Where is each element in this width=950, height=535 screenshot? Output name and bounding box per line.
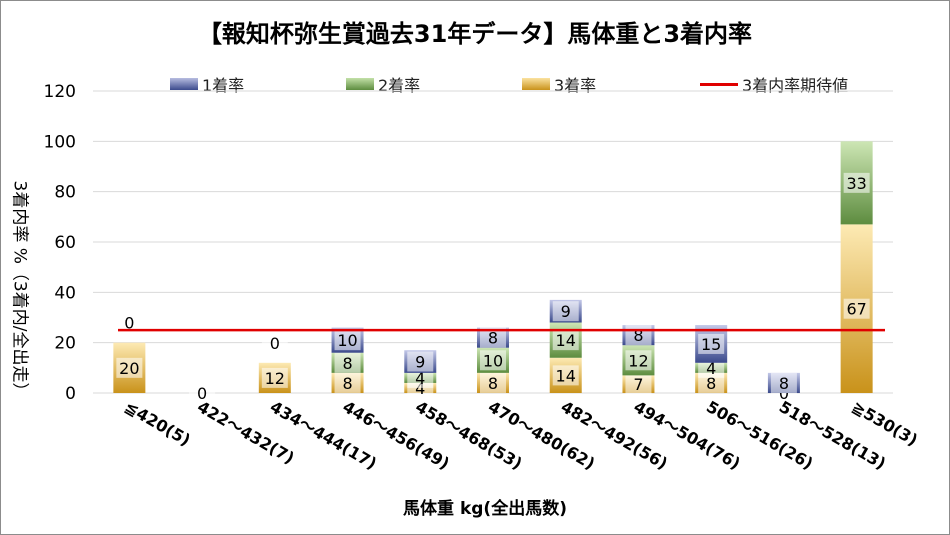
data-label: 20: [119, 359, 139, 378]
legend-label-2: 2着率: [378, 76, 421, 95]
data-label: 9: [561, 302, 571, 321]
data-label-bg: [407, 367, 434, 388]
legend-swatch-3: [522, 78, 550, 90]
data-label: 4: [415, 379, 425, 398]
data-label-bg: [189, 383, 216, 403]
data-label: 0: [779, 384, 789, 403]
data-label-bg: [407, 351, 434, 372]
data-label-bg: [770, 372, 797, 393]
x-axis-label: 馬体重 kg(全出馬数): [403, 499, 567, 519]
legend: 1着率 2着率 3着率 3着内率期待値: [0, 72, 950, 96]
data-label: 0: [270, 334, 280, 353]
data-label: 8: [488, 329, 498, 348]
legend-item-expected: 3着内率期待値: [700, 72, 848, 96]
data-label-bg: [843, 172, 870, 193]
y-tick-label: 60: [54, 233, 76, 253]
legend-label-3: 3着率: [554, 76, 597, 95]
data-label: 10: [337, 331, 357, 350]
data-label-bg: [116, 312, 143, 333]
data-label: 33: [846, 174, 866, 193]
data-label: 14: [556, 331, 576, 350]
y-tick-label: 80: [54, 183, 76, 203]
y-tick-label: 120: [44, 82, 76, 102]
data-label-bg: [480, 350, 506, 371]
data-label: 7: [633, 375, 643, 394]
data-label: 8: [342, 354, 352, 373]
data-label: 0: [197, 384, 207, 403]
data-label-bg: [552, 330, 579, 351]
legend-line: [700, 82, 738, 86]
data-label: 8: [342, 374, 352, 393]
data-label: 14: [556, 366, 576, 385]
data-label: 15: [701, 335, 721, 354]
data-label: 12: [265, 369, 285, 388]
legend-swatch-2: [346, 78, 374, 90]
data-label-bg: [116, 357, 143, 378]
data-label: 8: [633, 326, 643, 345]
data-label: 8: [779, 374, 789, 393]
data-label: 12: [628, 351, 648, 370]
data-label-bg: [261, 332, 288, 353]
data-label: 4: [415, 369, 425, 388]
legend-label-1: 1着率: [202, 76, 245, 95]
data-label-bg: [698, 333, 725, 354]
data-label-bg: [261, 367, 288, 388]
legend-item-series1: 1着率: [170, 72, 244, 96]
y-tick-label: 100: [44, 132, 76, 152]
data-label-bg: [552, 301, 579, 322]
legend-item-series3: 3着率: [522, 72, 596, 96]
legend-swatch-1: [170, 78, 198, 90]
chart-title: 【報知杯弥生賞過去31年データ】馬体重と3着内率: [197, 20, 753, 48]
data-label-bg: [334, 352, 361, 373]
data-label-bg: [334, 330, 361, 351]
data-label: 8: [488, 374, 498, 393]
data-label: 10: [483, 351, 503, 370]
y-tick-label: 0: [65, 384, 76, 404]
legend-item-series2: 2着率: [346, 72, 420, 96]
data-label-bg: [625, 350, 652, 371]
y-tick-label: 20: [54, 334, 76, 354]
data-label-bg: [843, 298, 870, 319]
data-label-bg: [480, 327, 506, 348]
data-label-bg: [625, 374, 652, 395]
data-label-bg: [334, 372, 361, 393]
data-label: 0: [124, 314, 134, 333]
data-label: 8: [706, 374, 716, 393]
data-label: 67: [846, 300, 866, 319]
data-label: 4: [706, 359, 716, 378]
data-label-bg: [480, 372, 506, 393]
data-label-bg: [698, 357, 725, 378]
y-tick-label: 40: [54, 283, 76, 303]
data-label: 9: [415, 353, 425, 372]
data-label-bg: [552, 365, 579, 386]
data-label-bg: [698, 372, 725, 393]
x-tick-label: ≦420(5): [121, 397, 193, 450]
legend-label-expected: 3着内率期待値: [742, 76, 849, 95]
y-axis-label: 3着内率 %（3着内/全出走）: [9, 180, 30, 400]
